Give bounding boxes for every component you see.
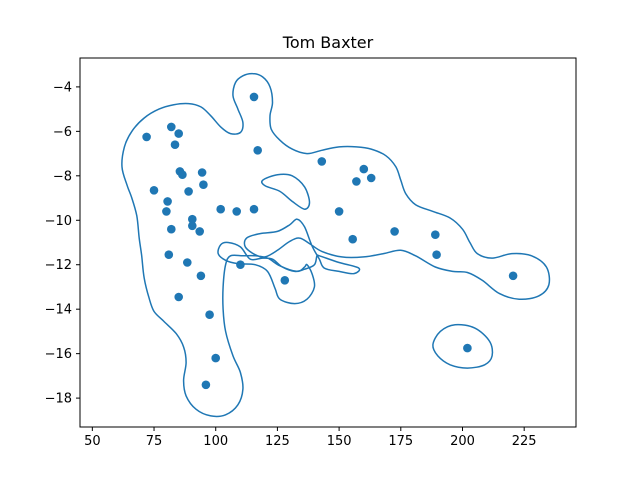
y-tick-label: −14	[45, 303, 72, 318]
x-tick-label: 175	[388, 434, 413, 449]
x-tick-label: 50	[84, 434, 101, 449]
data-point-18	[216, 204, 225, 214]
data-point-13	[352, 177, 361, 186]
data-point-21	[334, 207, 344, 216]
data-point-31	[432, 250, 441, 259]
data-point-23	[188, 214, 197, 224]
data-point-36	[280, 276, 290, 285]
data-point-10	[178, 170, 187, 179]
data-point-33	[236, 260, 245, 270]
data-point-15	[149, 186, 159, 195]
x-axis: 50 75 100 125 150 175 200 225	[84, 427, 537, 449]
plot-area	[79, 57, 577, 428]
data-point-39	[463, 343, 472, 353]
data-point-29	[348, 234, 358, 244]
y-tick-label: −4	[53, 80, 72, 95]
data-point-2	[167, 122, 176, 132]
data-point-32	[183, 258, 192, 267]
contour-line-3	[432, 323, 494, 369]
x-tick-label: 225	[512, 434, 537, 449]
data-point-30	[164, 250, 174, 259]
data-point-38	[205, 310, 214, 320]
y-tick-label: −10	[45, 214, 72, 229]
scatter-points	[142, 92, 518, 390]
data-point-17	[163, 197, 172, 206]
data-point-28	[431, 230, 440, 239]
data-point-20	[249, 204, 259, 214]
x-tick-label: 125	[265, 434, 290, 449]
y-tick-label: −12	[45, 258, 72, 273]
data-point-5	[170, 140, 180, 149]
data-point-41	[201, 380, 211, 390]
x-tick-label: 150	[327, 434, 352, 449]
data-point-1	[249, 92, 259, 102]
data-point-7	[317, 157, 327, 166]
y-tick-label: −6	[53, 125, 72, 140]
data-point-14	[199, 180, 208, 189]
y-tick-label: −16	[45, 347, 72, 362]
y-tick-label: −8	[53, 169, 72, 184]
data-point-37	[174, 292, 183, 302]
contour-line-1	[121, 72, 551, 418]
plot-background	[80, 58, 576, 427]
data-point-4	[142, 132, 151, 142]
data-point-40	[211, 353, 220, 363]
x-tick-label: 100	[203, 434, 228, 449]
data-point-22	[162, 207, 171, 216]
y-tick-label: −18	[45, 392, 72, 407]
data-point-27	[390, 227, 399, 236]
x-tick-label: 75	[146, 434, 163, 449]
x-tick-label: 200	[450, 434, 475, 449]
contour-line-2	[260, 173, 311, 210]
data-point-26	[195, 227, 204, 236]
data-point-3	[174, 129, 183, 138]
plot-frame	[79, 57, 577, 428]
chart-title: Tom Baxter	[282, 33, 374, 52]
y-axis: −18 −16 −14 −12 −10 −8 −6 −4	[45, 80, 80, 407]
data-point-16	[184, 187, 193, 196]
data-point-11	[197, 168, 207, 177]
data-point-35	[508, 271, 518, 281]
data-point-34	[196, 271, 206, 281]
data-point-19	[232, 207, 241, 216]
data-point-12	[366, 173, 376, 183]
data-point-8	[359, 164, 369, 174]
data-point-24	[188, 221, 197, 231]
density-contours	[121, 72, 551, 418]
data-point-6	[253, 146, 262, 155]
data-point-25	[167, 224, 176, 234]
